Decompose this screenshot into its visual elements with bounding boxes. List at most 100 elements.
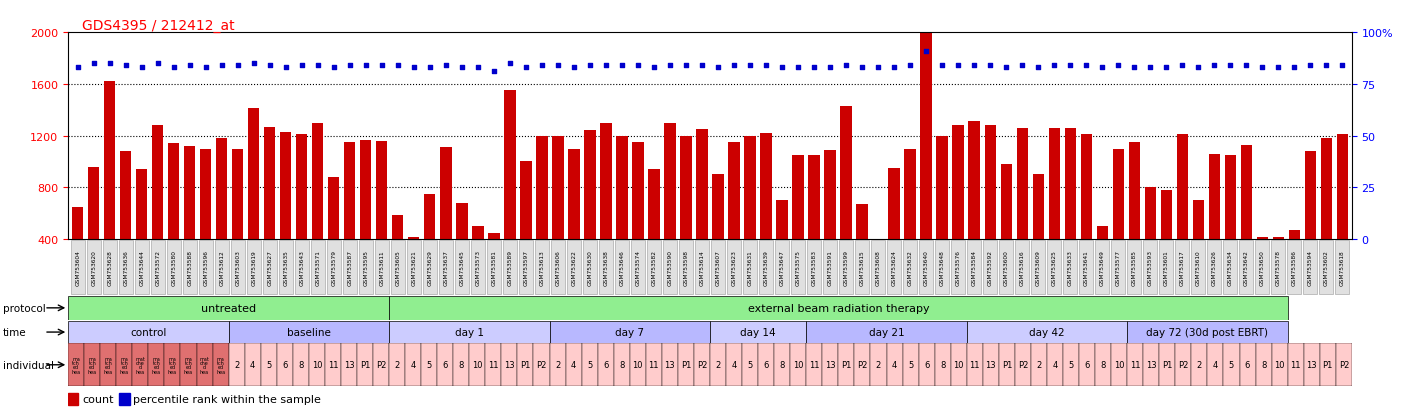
- FancyBboxPatch shape: [487, 240, 501, 295]
- Text: 4: 4: [892, 361, 897, 369]
- Bar: [1064, 344, 1079, 386]
- Point: [307, 63, 329, 69]
- FancyBboxPatch shape: [903, 240, 917, 295]
- FancyBboxPatch shape: [135, 240, 149, 295]
- Bar: [1193, 201, 1204, 291]
- Point: [595, 63, 618, 69]
- Text: GSM753608: GSM753608: [876, 249, 880, 285]
- Point: [1059, 63, 1082, 69]
- FancyBboxPatch shape: [102, 240, 116, 295]
- Bar: [68, 296, 389, 320]
- Text: GSM753644: GSM753644: [139, 249, 145, 285]
- Bar: [774, 344, 790, 386]
- FancyBboxPatch shape: [775, 240, 790, 295]
- Point: [835, 63, 858, 69]
- Text: ma
tch
ed
hea: ma tch ed hea: [185, 356, 193, 374]
- FancyBboxPatch shape: [247, 240, 261, 295]
- Bar: [968, 122, 980, 291]
- Point: [1203, 63, 1225, 69]
- Bar: [180, 344, 196, 386]
- Bar: [168, 144, 179, 291]
- Point: [1331, 63, 1353, 69]
- FancyBboxPatch shape: [1223, 240, 1237, 295]
- Bar: [244, 344, 261, 386]
- Text: 5: 5: [266, 361, 271, 369]
- Bar: [473, 227, 484, 291]
- FancyBboxPatch shape: [1271, 240, 1285, 295]
- Bar: [280, 133, 291, 291]
- FancyBboxPatch shape: [1127, 240, 1142, 295]
- Bar: [1160, 190, 1171, 291]
- Bar: [68, 344, 84, 386]
- Bar: [649, 170, 659, 291]
- Text: ma
tch
ed
hea: ma tch ed hea: [152, 356, 160, 374]
- Bar: [389, 321, 550, 344]
- Text: GSM753589: GSM753589: [507, 249, 513, 285]
- Text: 11: 11: [488, 361, 498, 369]
- Text: 4: 4: [250, 361, 256, 369]
- Bar: [1145, 188, 1156, 291]
- Point: [1315, 63, 1338, 69]
- FancyBboxPatch shape: [406, 240, 422, 295]
- Bar: [726, 344, 743, 386]
- FancyBboxPatch shape: [1015, 240, 1030, 295]
- Text: GSM753576: GSM753576: [956, 249, 960, 285]
- Bar: [116, 344, 132, 386]
- Text: GSM753611: GSM753611: [379, 249, 385, 285]
- Text: GSM753592: GSM753592: [987, 249, 993, 285]
- Bar: [889, 169, 900, 291]
- Text: 10: 10: [1113, 361, 1125, 369]
- Point: [562, 65, 585, 71]
- Point: [995, 65, 1018, 71]
- Text: protocol: protocol: [3, 303, 45, 313]
- Text: 13: 13: [985, 361, 995, 369]
- Bar: [744, 136, 755, 291]
- Bar: [807, 321, 967, 344]
- Text: GSM753605: GSM753605: [395, 249, 400, 285]
- Bar: [119, 393, 129, 405]
- Text: ma
tch
ed
hea: ma tch ed hea: [104, 356, 112, 374]
- Text: GSM753575: GSM753575: [795, 249, 801, 285]
- Text: individual: individual: [3, 361, 54, 370]
- FancyBboxPatch shape: [71, 240, 85, 295]
- Point: [771, 65, 794, 71]
- Bar: [630, 344, 646, 386]
- Point: [498, 61, 521, 67]
- Bar: [1207, 344, 1224, 386]
- Text: GSM753593: GSM753593: [1147, 249, 1153, 285]
- FancyBboxPatch shape: [646, 240, 662, 295]
- Text: GSM753646: GSM753646: [619, 249, 625, 285]
- Text: day 42: day 42: [1030, 327, 1065, 337]
- FancyBboxPatch shape: [791, 240, 805, 295]
- Point: [754, 63, 777, 69]
- Text: P2: P2: [1179, 361, 1189, 369]
- Point: [483, 69, 506, 76]
- Bar: [1224, 156, 1235, 291]
- Point: [1027, 65, 1049, 71]
- Text: GSM753619: GSM753619: [251, 249, 257, 285]
- Text: 5: 5: [586, 361, 592, 369]
- Text: 6: 6: [924, 361, 929, 369]
- Text: GSM753642: GSM753642: [1244, 249, 1248, 285]
- FancyBboxPatch shape: [1207, 240, 1221, 295]
- Text: 8: 8: [459, 361, 464, 369]
- Point: [419, 65, 442, 71]
- Bar: [1176, 344, 1191, 386]
- Point: [883, 65, 906, 71]
- Text: P2: P2: [858, 361, 868, 369]
- Bar: [534, 344, 550, 386]
- Bar: [101, 344, 116, 386]
- Text: ma
tch
ed
hea: ma tch ed hea: [216, 356, 226, 374]
- Bar: [1096, 227, 1108, 291]
- Text: 11: 11: [649, 361, 659, 369]
- FancyBboxPatch shape: [214, 240, 229, 295]
- Text: 8: 8: [780, 361, 785, 369]
- FancyBboxPatch shape: [230, 240, 246, 295]
- Text: 4: 4: [410, 361, 416, 369]
- Bar: [121, 152, 132, 291]
- Text: 6: 6: [443, 361, 447, 369]
- Bar: [1127, 344, 1143, 386]
- Text: day 1: day 1: [454, 327, 484, 337]
- Bar: [870, 344, 886, 386]
- Bar: [1001, 165, 1011, 291]
